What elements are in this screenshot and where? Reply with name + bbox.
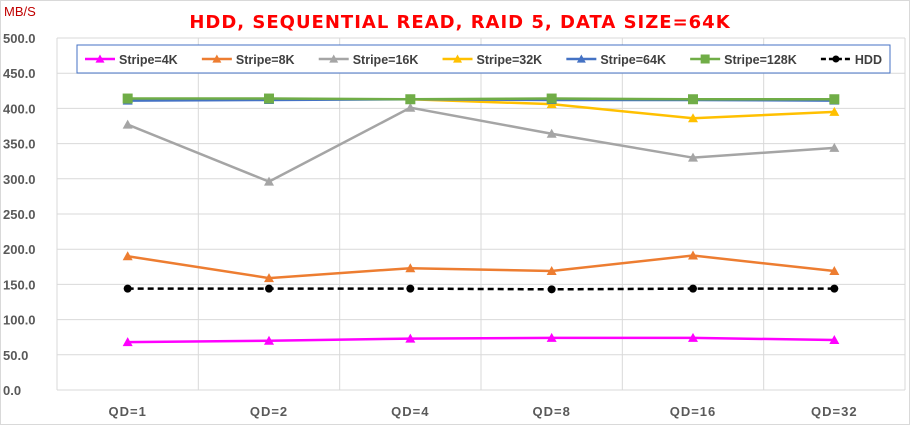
y-tick-label: 100.0 xyxy=(3,313,36,328)
data-point xyxy=(829,106,840,116)
y-tick-label: 500.0 xyxy=(3,31,36,46)
data-point xyxy=(546,266,557,276)
y-axis-label: MB/S xyxy=(4,4,36,19)
series-hdd xyxy=(123,284,839,294)
data-point xyxy=(830,284,839,293)
data-point xyxy=(123,284,132,293)
legend-label: Stripe=4K xyxy=(119,53,178,67)
legend-item: Stripe=8K xyxy=(201,53,295,67)
legend: Stripe=4K Stripe=8K Stripe=16K Stripe=32K St… xyxy=(76,44,891,74)
y-tick-label: 450.0 xyxy=(3,66,36,81)
series-stripe-4k xyxy=(122,332,840,347)
x-tick-label: QD=4 xyxy=(391,404,429,419)
legend-item: Stripe=16K xyxy=(318,53,419,67)
legend-item: Stripe=32K xyxy=(442,53,543,67)
data-point xyxy=(688,113,698,123)
data-point xyxy=(264,273,274,283)
y-tick-label: 250.0 xyxy=(3,207,36,222)
series-stripe-128k xyxy=(122,93,840,105)
series-stripe-8k xyxy=(122,250,840,283)
x-tick-label: QD=32 xyxy=(811,404,858,419)
series-line xyxy=(127,287,835,291)
legend-item: Stripe=64K xyxy=(566,53,666,67)
data-point xyxy=(405,263,416,273)
legend-label: Stripe=32K xyxy=(477,53,543,67)
legend-item: HDD xyxy=(820,53,882,67)
legend-item: Stripe=4K xyxy=(85,53,178,67)
data-point xyxy=(829,94,840,105)
series-stripe-16k xyxy=(122,102,840,186)
data-point xyxy=(406,284,415,293)
legend-label: Stripe=64K xyxy=(600,53,666,67)
data-point xyxy=(829,266,840,276)
x-tick-label: QD=16 xyxy=(670,404,717,419)
data-point xyxy=(329,54,339,63)
data-point xyxy=(122,337,133,347)
legend-item: Stripe=128K xyxy=(690,53,797,67)
data-point xyxy=(546,128,557,138)
legend-label: Stripe=8K xyxy=(236,53,295,67)
data-point xyxy=(546,332,557,342)
data-point xyxy=(546,93,557,104)
data-point xyxy=(405,333,416,343)
y-tick-label: 350.0 xyxy=(3,137,36,152)
data-point xyxy=(122,119,133,129)
data-point xyxy=(688,94,698,105)
series-line xyxy=(127,97,835,101)
data-point xyxy=(453,54,463,63)
series-layer xyxy=(122,93,840,347)
data-point xyxy=(700,54,710,64)
data-point xyxy=(264,335,274,345)
data-point xyxy=(832,55,840,63)
legend-label: Stripe=128K xyxy=(724,53,797,67)
data-point xyxy=(688,250,698,260)
data-point xyxy=(829,335,840,345)
data-point xyxy=(688,332,698,342)
data-point xyxy=(405,94,416,105)
data-point xyxy=(95,54,105,63)
chart-title: HDD, SEQUENTIAL READ, RAID 5, DATA SIZE=… xyxy=(189,12,730,33)
data-point xyxy=(212,54,222,63)
data-point xyxy=(265,284,273,293)
data-point xyxy=(122,93,133,104)
series-line xyxy=(127,336,835,344)
series-line xyxy=(127,254,835,280)
data-point xyxy=(547,285,556,294)
series-line xyxy=(127,106,835,183)
data-point xyxy=(264,176,274,186)
legend-label: HDD xyxy=(855,53,882,67)
y-tick-label: 400.0 xyxy=(3,101,36,116)
y-tick-label: 200.0 xyxy=(3,242,36,257)
data-point xyxy=(122,251,133,261)
data-point xyxy=(405,102,416,112)
data-point xyxy=(689,284,697,293)
x-tick-label: QD=2 xyxy=(250,404,288,419)
x-tick-label: QD=8 xyxy=(533,404,571,419)
y-tick-label: 50.0 xyxy=(3,348,28,363)
data-point xyxy=(264,93,274,104)
y-tick-label: 150.0 xyxy=(3,277,36,292)
data-point xyxy=(688,152,698,162)
data-point xyxy=(576,54,586,63)
y-tick-label: 300.0 xyxy=(3,172,36,187)
legend-label: Stripe=16K xyxy=(353,53,419,67)
y-tick-label: 0.0 xyxy=(3,383,21,398)
data-point xyxy=(829,142,840,152)
x-tick-label: QD=1 xyxy=(109,404,147,419)
